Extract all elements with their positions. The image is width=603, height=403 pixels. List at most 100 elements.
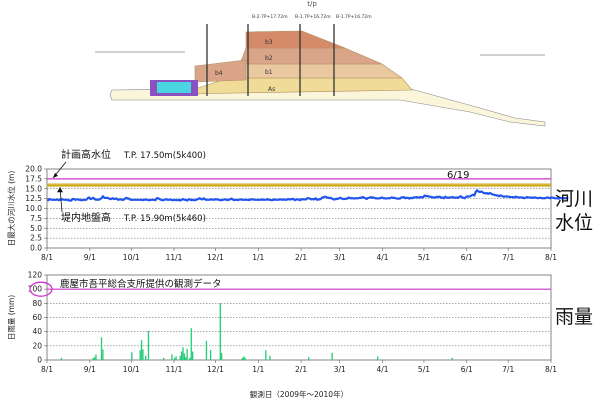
rain-bar (102, 349, 103, 360)
section-header-label: t/p (307, 0, 317, 8)
y-tick-label: 17.5 (25, 174, 42, 183)
rain-bar (142, 349, 143, 360)
y-tick-label: 40 (32, 327, 42, 336)
rain-bar (206, 341, 207, 360)
x-tick-label: 12/1 (207, 253, 224, 262)
y-tick-label: 0 (37, 356, 42, 365)
rainfall-side-label: 雨量 (555, 305, 593, 329)
rain-bar (95, 354, 96, 360)
middle-layer (240, 48, 382, 64)
y-tick-label: 10.0 (25, 204, 42, 213)
x-tick-label: 10/1 (123, 365, 140, 374)
rain-bar (148, 331, 149, 360)
rain-bar (186, 349, 187, 360)
layer-label: b1 (265, 69, 273, 76)
rain-bar (308, 357, 309, 360)
rain-bar (242, 358, 243, 360)
ground-level-value: T.P. 15.90m(5k460) (123, 214, 206, 224)
side-label-line-1: 河川 (555, 187, 593, 211)
borehole-caption: B-1.7P+16.72m (336, 14, 372, 20)
rain-bar (163, 358, 164, 360)
y-tick-label: 7.5 (30, 214, 42, 223)
y-tick-label: 12.5 (25, 194, 42, 203)
rain-bar (220, 303, 221, 360)
x-tick-label: 8/1 (41, 253, 53, 262)
rain-bar (191, 328, 192, 360)
rain-bar (175, 356, 176, 360)
y-tick-label: 20.0 (25, 165, 42, 174)
rain-bar (269, 356, 270, 360)
rain-bar (174, 358, 175, 360)
borehole-caption: B-2.7P+17.72m (252, 14, 288, 20)
rain-bar (61, 358, 62, 360)
plan-high-water-label: 計画高水位 (61, 148, 111, 161)
rain-bar (131, 352, 132, 360)
river-water-level-chart: 0.02.55.07.510.012.515.017.520.0 8/1 9/1 10… (6, 148, 568, 262)
rain-bar (243, 356, 244, 360)
date-marker-label: 6/19 (447, 170, 469, 181)
rain-bar (265, 350, 266, 360)
rain-bar (452, 358, 453, 360)
x-tick-label: 2/1 (295, 365, 307, 374)
layer-label: b3 (265, 39, 273, 46)
x-tick-label: 11/1 (166, 253, 183, 262)
x-tick-label: 8/1 (41, 365, 53, 374)
y-tick-label: 15.0 (25, 184, 42, 193)
side-label-line-2: 水位 (555, 211, 593, 235)
y-tick-label: 2.5 (30, 234, 42, 243)
y-tick-label: 80 (32, 299, 42, 308)
y-tick-label: 0.0 (30, 244, 42, 253)
y-axis-label: 日雨量 (mm) (7, 295, 16, 340)
x-tick-label: 5/1 (418, 365, 430, 374)
x-tick-label: 4/1 (377, 253, 389, 262)
rain-bar (185, 357, 186, 360)
x-tick-label: 8/1 (545, 365, 557, 374)
x-tick-label: 4/1 (377, 365, 389, 374)
x-tick-label: 6/1 (461, 253, 473, 262)
rain-bar (331, 353, 332, 360)
rain-bar (93, 358, 94, 360)
x-tick-label: 6/1 (461, 365, 473, 374)
rain-bar (181, 352, 182, 361)
layer-label: As (268, 86, 275, 93)
x-tick-label: 2/1 (295, 253, 307, 262)
rain-bar (184, 354, 185, 360)
y-tick-label: 5.0 (30, 224, 42, 233)
x-tick-label: 3/1 (334, 253, 346, 262)
x-tick-label: 9/1 (84, 365, 96, 374)
rain-bar (171, 354, 172, 360)
daily-rainfall-chart: 0 20 40 60 80 100 120 8/1 9/1 10/1 11/1 12/1 1/1 2/1 3… (7, 271, 557, 400)
layer-label: b4 (215, 70, 223, 77)
rain-bar (192, 352, 193, 361)
top-layer (246, 31, 345, 48)
x-tick-label: 3/1 (334, 365, 346, 374)
x-tick-label: 11/1 (166, 365, 183, 374)
rain-bar (180, 356, 181, 360)
x-tick-label: 1/1 (252, 365, 264, 374)
embankment-cross-section: t/p b3 b2 b1 b4 As B-2.7P+17.72m B-1.7P+16.72m B… (95, 0, 545, 126)
side-label-line-1: 雨量 (555, 305, 593, 329)
rain-bar (244, 358, 245, 360)
x-tick-label: 5/1 (418, 253, 430, 262)
layer-label: b2 (265, 55, 273, 62)
borehole-caption: B-1.7P+16.72m (295, 14, 331, 20)
x-tick-label: 1/1 (252, 253, 264, 262)
rain-bar (141, 340, 142, 360)
y-tick-label: 60 (32, 313, 42, 322)
x-tick-label: 8/1 (545, 253, 557, 262)
x-tick-label: 12/1 (207, 365, 224, 374)
rain-bar (377, 356, 378, 360)
x-tick-label: 10/1 (123, 253, 140, 262)
river-level-side-label: 河川 水位 (555, 187, 593, 235)
rain-bar (221, 353, 222, 360)
lower-layer (228, 64, 402, 78)
x-tick-label: 7/1 (502, 253, 514, 262)
data-source-note: 鹿屋市吾平総合支所提供の観測データ (60, 278, 222, 290)
drainage-cyan-block (157, 82, 191, 93)
y-axis-label: 日最大の河川水位 (m) (6, 171, 16, 247)
y-tick-label: 20 (32, 341, 42, 350)
plan-high-water-value: T.P. 17.50m(5k400) (123, 151, 206, 161)
ground-level-label: 堤内地盤高 (61, 211, 111, 224)
rain-bar (145, 356, 146, 360)
